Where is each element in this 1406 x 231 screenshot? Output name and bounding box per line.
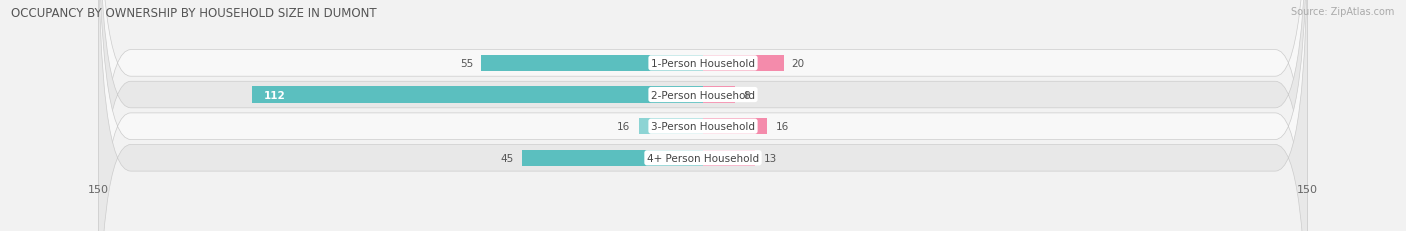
Legend: Owner-occupied, Renter-occupied: Owner-occupied, Renter-occupied <box>591 229 815 231</box>
Bar <box>522 150 703 166</box>
FancyBboxPatch shape <box>98 0 1308 231</box>
Text: Source: ZipAtlas.com: Source: ZipAtlas.com <box>1291 7 1395 17</box>
Text: 16: 16 <box>617 122 630 132</box>
Text: 2-Person Household: 2-Person Household <box>651 90 755 100</box>
Text: 112: 112 <box>264 90 285 100</box>
Bar <box>638 119 703 135</box>
Text: OCCUPANCY BY OWNERSHIP BY HOUSEHOLD SIZE IN DUMONT: OCCUPANCY BY OWNERSHIP BY HOUSEHOLD SIZE… <box>11 7 377 20</box>
Bar <box>703 55 783 72</box>
Text: 13: 13 <box>763 153 776 163</box>
Bar <box>481 55 703 72</box>
Bar <box>703 119 768 135</box>
FancyBboxPatch shape <box>98 0 1308 231</box>
Text: 16: 16 <box>776 122 789 132</box>
Bar <box>252 87 703 103</box>
Text: 20: 20 <box>792 59 804 69</box>
Bar <box>703 150 755 166</box>
Text: 1-Person Household: 1-Person Household <box>651 59 755 69</box>
Text: 55: 55 <box>460 59 474 69</box>
FancyBboxPatch shape <box>98 0 1308 231</box>
Text: 8: 8 <box>744 90 749 100</box>
Text: 3-Person Household: 3-Person Household <box>651 122 755 132</box>
Text: 45: 45 <box>501 153 513 163</box>
Text: 4+ Person Household: 4+ Person Household <box>647 153 759 163</box>
FancyBboxPatch shape <box>98 0 1308 231</box>
Bar <box>703 87 735 103</box>
